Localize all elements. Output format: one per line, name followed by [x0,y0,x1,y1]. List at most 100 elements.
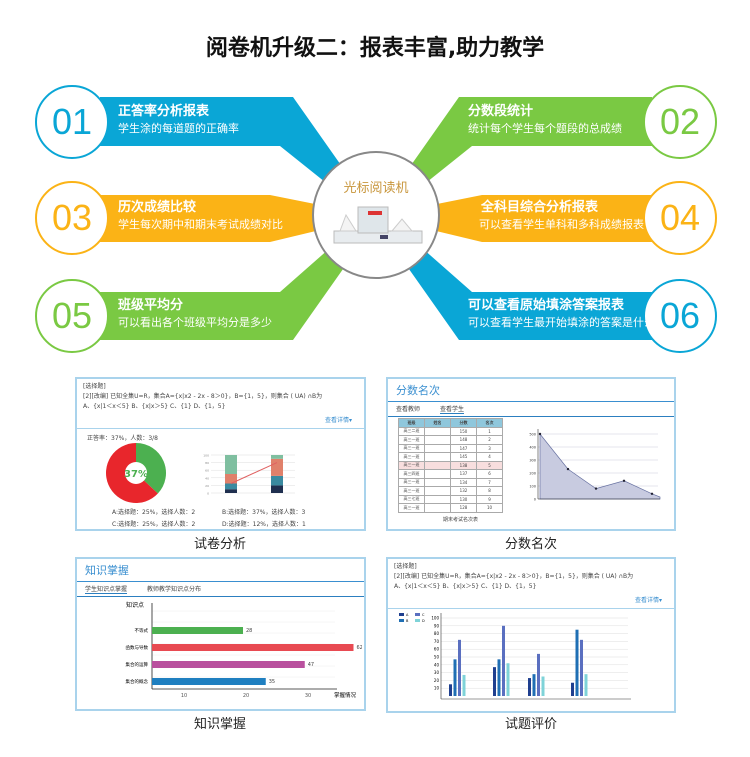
feature-title: 全科目综合分析报表 [481,200,599,215]
accuracy-text: 正答率：37%，人数：3/8 [87,435,158,442]
tick-label: 30 [434,670,440,675]
table-cell: 147 [450,443,477,453]
ribbon-05 [100,248,348,340]
table-cell: 128 [450,503,477,513]
feature-number-circle: 03 [35,181,109,255]
bar [152,627,243,634]
bar [449,684,452,696]
tab-student-knowledge[interactable]: 学生知识点掌握 [85,586,128,594]
tick-label: 80 [434,631,440,636]
table-row: 高三一班 132 8 [398,486,503,496]
feature-title: 正答率分析报表 [118,104,210,119]
bar [506,663,510,696]
panel-question-eval: [选择题] [2][改编] 已知全集U=R，集合A={x|x2 - 2x - 8… [386,557,676,713]
table-cell: 高三一班 [398,435,425,445]
tick-label: 50 [434,655,440,660]
question-options: A、{x|1＜x＜5} B、{x|x＞5} C、{1} D、{1，5} [394,583,537,590]
table-cell: 150 [450,426,477,436]
table-cell: 9 [476,494,503,504]
tick-label: 10 [181,693,187,699]
knowledge-bar-chart: 知识点掌握情况10203040506070不等式28函数与导数62集合的运算47… [126,601,363,699]
table-cell: 高三一班 [398,477,425,487]
bar [152,661,305,668]
table-cell [424,443,451,453]
tick-label: 20 [243,693,249,699]
feature-subtitle: 学生每次期中和期末考试成绩对比 [118,218,283,231]
table-cell [424,477,451,487]
option-stat: B:选择题：37%，选择人数：3 [222,509,306,516]
bar [541,676,545,696]
table-cell: 7 [476,477,503,487]
tick-label: 100 [203,454,209,458]
center-device: 光标阅读机 [312,151,440,279]
data-point [650,492,654,495]
table-cell: 130 [450,494,477,504]
table-cell: 137 [450,469,477,479]
panel-paper-analysis: [选择题] [2][改编] 已知全集U=R，集合A={x|x2 - 2x - 8… [75,377,366,531]
stacked-bar-segment [271,455,283,459]
table-cell: 134 [450,477,477,487]
table-row: 高三一班 138 5 [398,460,503,470]
option-stat: D:选择题：12%，选择人数：1 [222,521,306,528]
bar [458,639,461,696]
table-row: 高三四班 137 6 [398,469,503,479]
tick-label: 20 [205,484,209,488]
bar [528,678,531,696]
table-cell: 高三一班 [398,452,425,462]
table-row: 高三一班 147 3 [398,443,503,453]
bar [584,674,588,696]
view-details-link[interactable]: 查看详情▾ [634,597,662,604]
feature-number-circle: 02 [643,85,717,159]
feature-title: 可以查看原始填涂答案报表 [468,298,625,313]
table-cell: 3 [476,443,503,453]
tick-label: 60 [434,647,440,652]
data-label: 35 [269,679,275,685]
tab-teacher-distribution[interactable]: 教师教学知识点分布 [147,586,202,593]
table-cell: 138 [450,460,477,470]
caption-question-eval: 试题评价 [504,717,557,732]
table-row: 高三一班 134 7 [398,477,503,487]
feature-subtitle: 可以看出各个班级平均分是多少 [118,316,272,329]
feature-number-circle: 04 [643,181,717,255]
data-point [538,432,542,436]
tick-label: 80 [205,461,209,465]
table-cell [424,426,451,436]
table-caption: 期末考试名次表 [443,517,479,523]
table-cell: 4 [476,452,503,462]
omr-reader-machine-icon [333,206,423,244]
table-cell: 高三一班 [398,443,425,453]
table-row: 高三一班 145 4 [398,452,503,462]
area-series [539,433,661,500]
feature-subtitle: 可以查看学生单科和多科成绩报表 [479,218,644,231]
pie-hole [125,462,147,484]
tick-label: 60 [205,469,209,473]
tab-teacher[interactable]: 查看教师 [396,406,421,413]
stacked-bar-segment [225,474,237,484]
legend-swatch [415,613,420,616]
bar [152,644,354,651]
legend-label: D [422,619,425,623]
table-row: 高三一班 128 10 [398,503,503,513]
tick-label: 70 [434,639,440,644]
bar [575,629,579,696]
table-cell [424,503,451,513]
tick-label: 30 [305,693,311,699]
view-details-link[interactable]: 查看详情▾ [324,417,352,424]
bar [453,659,457,696]
feature-number-circle: 05 [35,279,109,353]
data-point [594,487,598,490]
table-cell: 145 [450,452,477,462]
table-cell [424,452,451,462]
eval-grouped-bar-chart: 10 20 30 40 50 60 70 80 90 100 AB CD [399,613,631,700]
table-header: 姓名 [424,418,451,428]
table-row: 高三七班 130 9 [398,494,503,504]
feature-subtitle: 学生涂的每道题的正确率 [118,122,239,135]
data-point [566,467,570,471]
bar [502,625,505,696]
tab-student[interactable]: 查看学生 [440,406,465,414]
rank-area-chart: 0 100 200 300 400 500 [529,429,661,502]
data-label: 47 [308,662,314,668]
table-cell: 高三二班 [398,426,425,436]
feature-subtitle: 统计每个学生每个题段的总成绩 [468,122,622,135]
data-label: 62 [357,645,363,651]
